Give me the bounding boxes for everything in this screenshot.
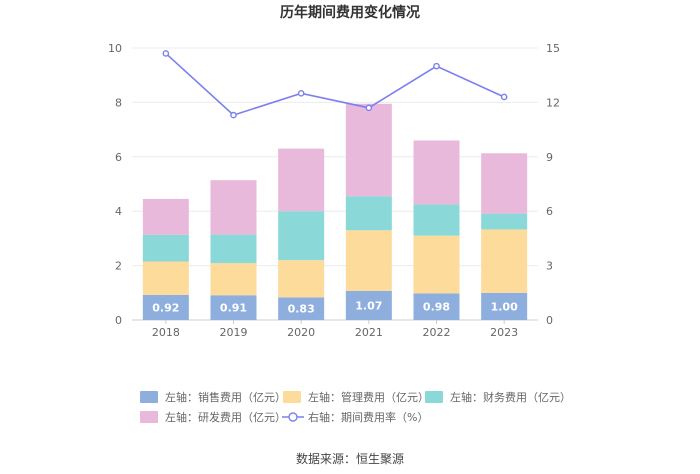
x-tick-label: 2018 <box>152 326 180 339</box>
rate-point <box>500 93 508 101</box>
rate-point <box>162 50 170 57</box>
rate-point <box>365 104 373 112</box>
bar-value-label: 0.98 <box>423 301 450 314</box>
legend-marker <box>288 412 298 422</box>
right-tick-label: 6 <box>546 205 553 218</box>
right-tick-label: 3 <box>546 260 553 273</box>
right-tick-label: 15 <box>546 42 560 55</box>
rate-line-path <box>165 52 505 116</box>
bar-value-label: 0.91 <box>220 302 247 315</box>
left-axis: 0 2 4 6 8 10 <box>108 42 122 327</box>
left-tick-label: 0 <box>115 314 122 327</box>
bar-labels: 0.92 0.91 0.83 1.07 0.98 1.00 <box>152 299 518 315</box>
left-tick-label: 2 <box>115 260 122 273</box>
bar-segment-财务费用 <box>345 196 392 231</box>
legend-label: 右轴：期间费用率（%） <box>308 410 428 424</box>
left-tick-label: 6 <box>115 151 122 164</box>
bar-segment-销售费用 <box>345 290 392 320</box>
x-tick-label: 2020 <box>287 326 315 339</box>
x-tick-label: 2021 <box>355 326 383 339</box>
right-axis: 0 3 6 9 12 15 <box>546 42 560 327</box>
bar-segment-管理费用 <box>142 261 189 295</box>
right-tick-label: 9 <box>546 151 553 164</box>
bar-segment-研发费用 <box>345 103 392 197</box>
x-tick-label: 2023 <box>490 326 518 339</box>
bar-value-label: 0.92 <box>152 301 179 314</box>
legend-label: 左轴：管理费用（亿元） <box>308 390 429 404</box>
bar-value-label: 1.07 <box>355 299 382 312</box>
rate-point <box>230 111 237 119</box>
left-tick-label: 10 <box>108 42 122 55</box>
bar-segment-研发费用 <box>481 153 528 214</box>
bar-segment-财务费用 <box>210 234 257 264</box>
bar-segment-管理费用 <box>210 263 257 296</box>
chart-title: 历年期间费用变化情况 <box>280 4 420 21</box>
legend-label: 左轴：销售费用（亿元） <box>165 390 286 404</box>
legend-label: 左轴：研发费用（亿元） <box>165 410 286 424</box>
bar-segment-财务费用 <box>142 234 189 262</box>
rate-point <box>433 62 440 70</box>
bar-segment-财务费用 <box>413 204 460 236</box>
legend-swatch <box>425 391 443 403</box>
bar-segment-研发费用 <box>210 180 257 235</box>
bar-segment-管理费用 <box>413 235 460 294</box>
x-tick-label: 2019 <box>220 326 248 339</box>
bar-segment-研发费用 <box>142 198 189 235</box>
bar-segment-财务费用 <box>278 211 325 261</box>
source-note: 数据来源：恒生聚源 <box>296 451 404 466</box>
bar-segment-研发费用 <box>413 140 460 205</box>
rate-line <box>162 50 508 119</box>
left-tick-label: 8 <box>115 96 122 109</box>
bar-value-label: 1.00 <box>491 300 518 313</box>
bar-segment-销售费用 <box>481 292 528 320</box>
legend-swatch <box>283 391 301 403</box>
bar-segment-管理费用 <box>345 230 392 291</box>
gridlines <box>132 47 538 321</box>
bar-segment-管理费用 <box>481 229 528 293</box>
bar-segment-管理费用 <box>278 260 325 298</box>
legend-swatch <box>140 411 158 423</box>
legend-swatch <box>140 391 158 403</box>
legend-label: 左轴：财务费用（亿元） <box>450 390 571 404</box>
bar-segment-销售费用 <box>278 297 325 320</box>
bars <box>142 103 528 320</box>
left-tick-label: 4 <box>115 205 122 218</box>
x-axis: 2018 2019 2020 2021 2022 2023 <box>152 320 518 339</box>
right-tick-label: 12 <box>546 96 560 109</box>
bar-segment-销售费用 <box>142 294 189 320</box>
rate-point <box>297 90 305 97</box>
legend: 左轴：销售费用（亿元） 左轴：管理费用（亿元） 左轴：财务费用（亿元） 左轴：研发费用… <box>140 390 571 424</box>
x-tick-label: 2022 <box>423 326 451 339</box>
bar-segment-销售费用 <box>210 295 257 320</box>
right-tick-label: 0 <box>546 314 553 327</box>
bar-segment-研发费用 <box>278 148 325 212</box>
bar-segment-财务费用 <box>481 213 528 230</box>
bar-value-label: 0.83 <box>288 303 315 316</box>
bar-segment-销售费用 <box>413 293 460 320</box>
